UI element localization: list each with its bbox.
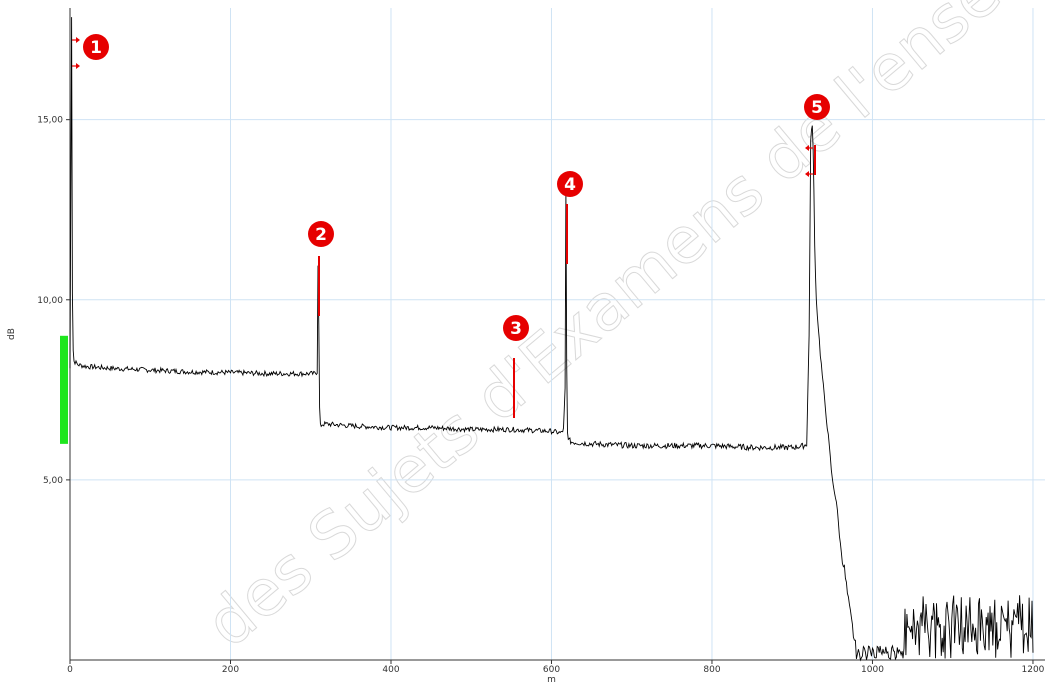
x-tick-label: 0: [67, 665, 73, 675]
watermark-text: des Sujets d'Examens de l'enseignement: [193, 0, 1050, 662]
event-marker-3: 3: [503, 315, 529, 418]
event-marker-badge: [557, 171, 583, 197]
event-marker-5: 5: [804, 94, 830, 175]
x-tick-label: 600: [543, 665, 560, 675]
x-tick-labels: 0 200 400 600 800 1000 1200: [67, 660, 1045, 675]
marker-arrow-icon: [805, 145, 813, 151]
trace-line: [69, 17, 1034, 662]
x-axis-label: m: [547, 675, 556, 684]
event-marker-4: 4: [557, 171, 583, 264]
event-marker-number: 5: [811, 98, 823, 118]
event-marker-badge: [308, 221, 334, 247]
event-marker-number: 3: [510, 319, 522, 339]
event-marker-badge: [804, 94, 830, 120]
grid-lines: [70, 8, 1045, 660]
marker-arrow-icon: [72, 37, 80, 43]
marker-arrow-icon: [72, 63, 80, 69]
x-tick-label: 200: [222, 665, 239, 675]
event-markers: 1 2 3 4 5: [72, 34, 830, 418]
trace-series: [69, 17, 1034, 662]
y-axis-label: dB: [7, 328, 17, 340]
y-tick-label: 10,00: [37, 296, 63, 306]
y-tick-labels: 5,00 10,00 15,00: [37, 116, 70, 486]
event-marker-2: 2: [308, 221, 334, 316]
event-marker-1: 1: [83, 34, 109, 60]
watermark: des Sujets d'Examens de l'enseignement: [192, 0, 1050, 663]
green-level-bar: [60, 335, 68, 444]
y-tick-label: 5,00: [43, 476, 63, 486]
x-tick-label: 1200: [1022, 665, 1045, 675]
green-level-bar-rect: [60, 335, 68, 444]
event-marker-number: 1: [90, 38, 102, 58]
event-marker-number: 4: [564, 175, 576, 195]
x-tick-label: 1000: [861, 665, 884, 675]
x-tick-label: 400: [382, 665, 399, 675]
marker-arrow-icon: [805, 171, 813, 177]
event-marker-badge: [503, 315, 529, 341]
event-marker-number: 2: [315, 225, 327, 245]
y-tick-label: 15,00: [37, 116, 63, 126]
event-marker-badge: [83, 34, 109, 60]
x-tick-label: 800: [703, 665, 720, 675]
